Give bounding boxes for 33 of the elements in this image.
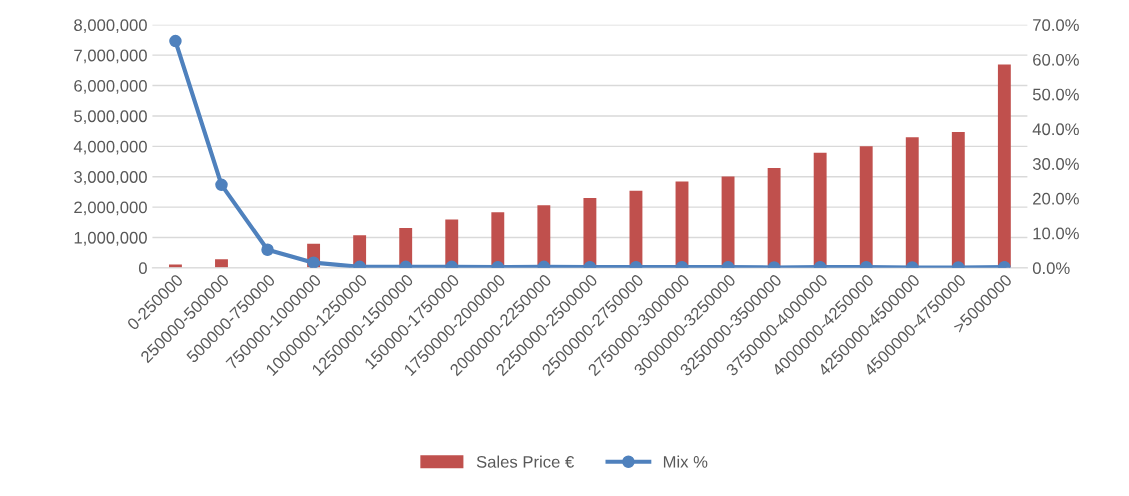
bar [997, 64, 1011, 268]
y-tick-label: 1,000,000 [74, 231, 147, 246]
bar [721, 176, 735, 268]
bar [491, 212, 505, 268]
bar [537, 205, 551, 268]
legend-label: Mix % [663, 455, 708, 468]
bar [813, 152, 827, 268]
y2-tick-label: 40.0% [1032, 123, 1079, 136]
bar [859, 146, 873, 268]
y2-tick-label: 70.0% [1033, 19, 1079, 31]
y-tick-label: 7,000,000 [74, 49, 147, 64]
y2-tick-label: 50.0% [1032, 88, 1079, 101]
y2-tick-label: 30.0% [1032, 158, 1079, 170]
y2-tick-label: 20.0% [1033, 192, 1079, 205]
point [169, 34, 182, 48]
y2-tick-label: 0.0% [1032, 262, 1070, 275]
y-tick-label: 4,000,000 [73, 140, 147, 155]
y2-tick-label: 10.0% [1033, 227, 1079, 240]
y-tick-label: 6,000,000 [74, 79, 147, 94]
bar [905, 137, 919, 268]
bar [583, 197, 597, 268]
y2-tick-label: 60.0% [1033, 53, 1079, 66]
y-tick-label: 5,000,000 [74, 110, 147, 125]
legend-label: Sales Price € [476, 455, 575, 468]
bar [767, 167, 781, 268]
bar [215, 259, 228, 268]
y-tick-label: 8,000,000 [74, 19, 147, 33]
y-tick-label: 2,000,000 [74, 201, 147, 216]
y-tick-label: 0 [138, 262, 147, 275]
bar [168, 264, 182, 268]
bar [445, 219, 459, 268]
bar [951, 132, 965, 268]
y-tick-label: 3,000,000 [74, 171, 147, 185]
